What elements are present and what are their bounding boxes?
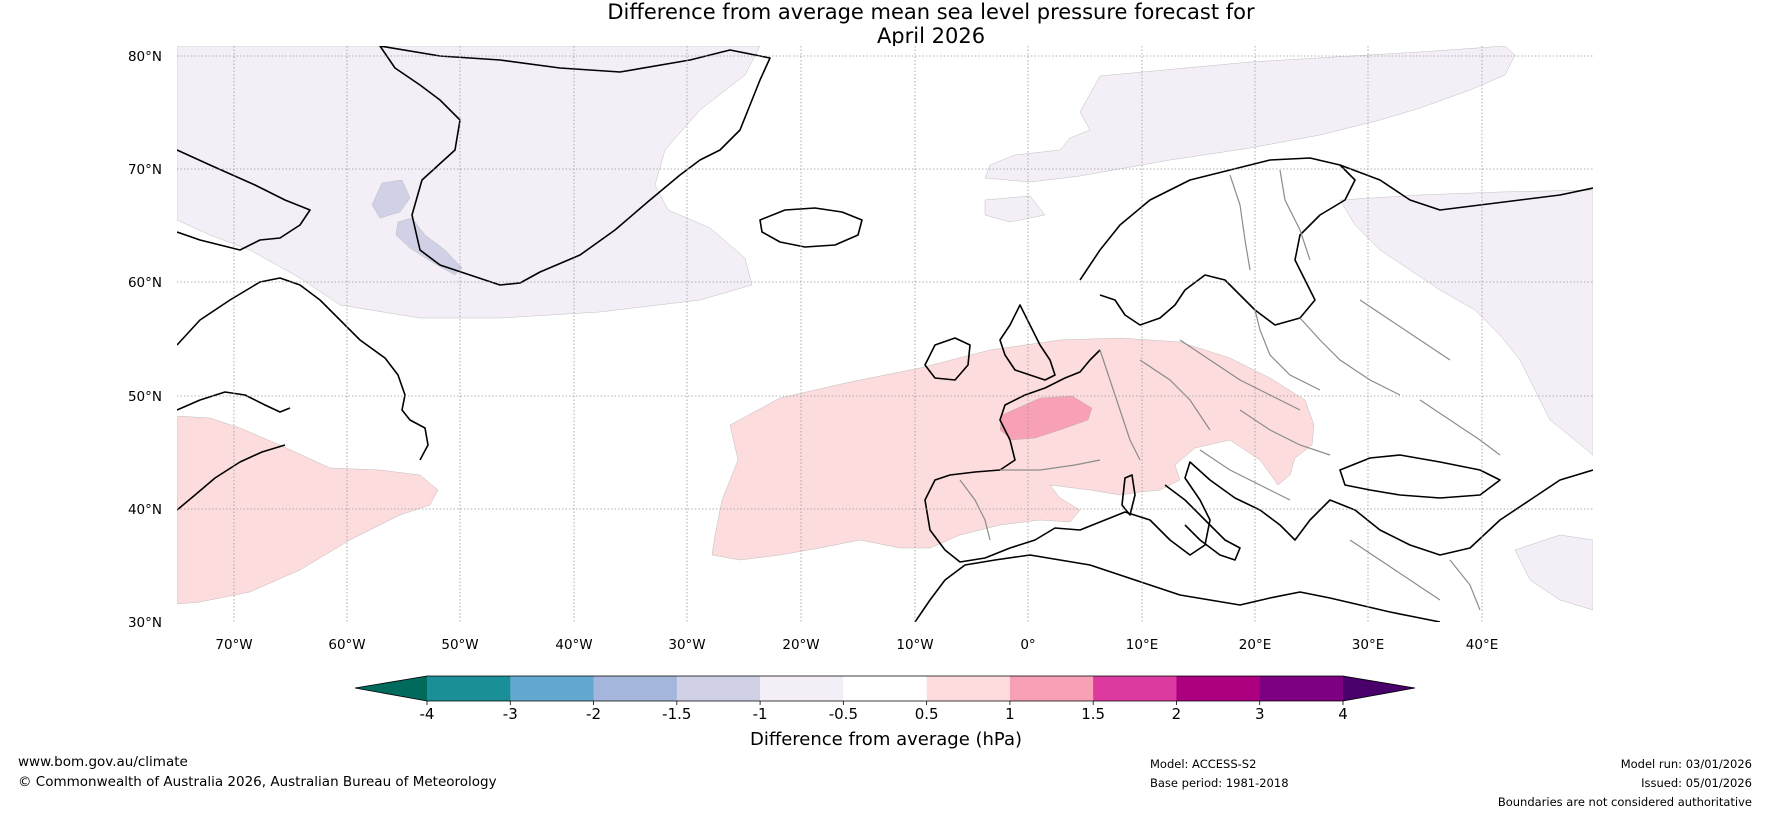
lon-label-20e: 20°E — [1239, 637, 1271, 653]
colorbar-bin-1 — [510, 676, 595, 701]
colorbar-tick-label: 2 — [1172, 705, 1182, 723]
border-7 — [1239, 409, 1331, 456]
border-2 — [1099, 349, 1141, 461]
border-6 — [1299, 317, 1401, 396]
border-12 — [1419, 399, 1501, 456]
title-line-1: Difference from average mean sea level p… — [607, 0, 1255, 24]
colorbar-bin-9 — [1176, 676, 1261, 701]
anomaly-region-neg-greenland — [177, 46, 761, 319]
finland-russia-coast — [1339, 164, 1593, 211]
colorbar-bin-2 — [593, 676, 678, 701]
anomaly-region-neg-russia — [1339, 189, 1593, 456]
iceland-coast — [759, 207, 863, 248]
colorbar-label: Difference from average (hPa) — [750, 729, 1022, 750]
footer-website: www.bom.gov.au/climate — [18, 754, 188, 770]
border-5 — [1254, 309, 1321, 391]
anomaly-region-pos-france — [999, 395, 1093, 441]
lon-label-40e: 40°E — [1466, 637, 1498, 653]
footer-issued: Issued: 05/01/2026 — [1641, 776, 1752, 790]
lat-label-50n: 50°N — [128, 389, 162, 405]
graticule — [177, 46, 1593, 622]
colorbar-bin-5 — [843, 676, 928, 701]
longitude-labels: 70°W 60°W 50°W 40°W 30°W 20°W 10°W 0° 10… — [215, 637, 1498, 653]
italy-coast — [1164, 484, 1241, 561]
colorbar-bin-3 — [676, 676, 761, 701]
border-4 — [1179, 339, 1301, 411]
colorbar-bin-8 — [1093, 676, 1177, 701]
lon-label-30w: 30°W — [668, 637, 705, 653]
latitude-labels: 80°N 70°N 60°N 50°N 40°N 30°N — [128, 49, 162, 631]
title-line-2: April 2026 — [876, 24, 986, 48]
country-borders — [959, 169, 1501, 611]
colorbar-under-arrow — [355, 676, 427, 701]
colorbar-tick-label: 0.5 — [915, 705, 939, 723]
footer-model-run: Model run: 03/01/2026 — [1620, 757, 1752, 771]
lon-label-10e: 10°E — [1126, 637, 1158, 653]
nova-scotia-coast — [177, 444, 286, 511]
colorbar-over-arrow — [1343, 676, 1415, 701]
anomaly-region-neg-baffin-1 — [371, 179, 411, 219]
colorbar: -4 -3 -2 -1.5 -1 -0.5 0.5 1 1.5 2 3 4 Difference fr… — [354, 675, 1416, 750]
lat-label-80n: 80°N — [128, 49, 162, 65]
greenland-coast — [379, 46, 771, 286]
border-13 — [1349, 539, 1441, 601]
lat-label-30n: 30°N — [128, 615, 162, 631]
chart-title: Difference from average mean sea level p… — [0, 0, 1770, 48]
colorbar-bin-0 — [427, 676, 511, 701]
north-africa-coast — [914, 554, 1441, 622]
lon-label-10w: 10°W — [896, 637, 933, 653]
colorbar-bin-4 — [760, 676, 844, 701]
border-8 — [1199, 449, 1291, 501]
border-9 — [1279, 169, 1311, 261]
colorbar-tick-label: -1.5 — [662, 705, 691, 723]
colorbar-tick-label: -4 — [420, 705, 435, 723]
colorbar-tick-label: -0.5 — [829, 705, 858, 723]
colorbar-bin-10 — [1259, 676, 1344, 701]
anomaly-region-neg-north-sea — [984, 195, 1046, 223]
colorbar-tick-label: -1 — [753, 705, 768, 723]
lon-label-20w: 20°W — [782, 637, 819, 653]
border-1 — [1000, 459, 1101, 471]
quebec-coast — [177, 391, 291, 413]
corsica-sardinia — [1121, 474, 1136, 516]
lat-label-60n: 60°N — [128, 275, 162, 291]
labrador-coast — [177, 277, 429, 461]
colorbar-tick-label: 4 — [1338, 705, 1348, 723]
lat-label-40n: 40°N — [128, 502, 162, 518]
footer-disclaimer: Boundaries are not considered authoritat… — [1497, 795, 1752, 809]
europe-mainland-coast — [924, 349, 1593, 563]
border-15 — [959, 479, 991, 541]
footer-base-period: Base period: 1981-2018 — [1150, 776, 1289, 790]
border-14 — [1449, 559, 1481, 611]
colorbar-tick-label: 1 — [1005, 705, 1015, 723]
anomaly-region-neg-arctic — [984, 46, 1516, 183]
lon-label-0: 0° — [1020, 637, 1035, 653]
footer-model: Model: ACCESS-S2 — [1150, 757, 1257, 771]
colorbar-tick-label: 1.5 — [1081, 705, 1105, 723]
anomaly-region-pos-us-east — [177, 415, 439, 605]
lon-label-70w: 70°W — [215, 637, 252, 653]
black-sea-coast — [1339, 454, 1501, 499]
ireland-coast — [924, 337, 971, 381]
lon-label-30e: 30°E — [1352, 637, 1384, 653]
coastlines — [177, 46, 1593, 622]
colorbar-tick-label: -2 — [586, 705, 601, 723]
lon-label-50w: 50°W — [441, 637, 478, 653]
scandinavia-coast — [1079, 157, 1356, 326]
lat-label-70n: 70°N — [128, 162, 162, 178]
border-3 — [1139, 359, 1211, 431]
canada-arctic-coast — [177, 149, 311, 251]
uk-coast — [999, 304, 1056, 381]
anomaly-region-neg-se — [1514, 534, 1593, 611]
footer-copyright: © Commonwealth of Australia 2026, Austra… — [18, 774, 497, 790]
colorbar-bin-6 — [926, 676, 1011, 701]
border-10 — [1229, 174, 1251, 271]
colorbar-bin-7 — [1009, 676, 1094, 701]
lon-label-60w: 60°W — [328, 637, 365, 653]
colorbar-tick-label: 3 — [1255, 705, 1265, 723]
lon-label-40w: 40°W — [555, 637, 592, 653]
colorbar-tick-label: -3 — [503, 705, 518, 723]
border-11 — [1359, 299, 1451, 361]
